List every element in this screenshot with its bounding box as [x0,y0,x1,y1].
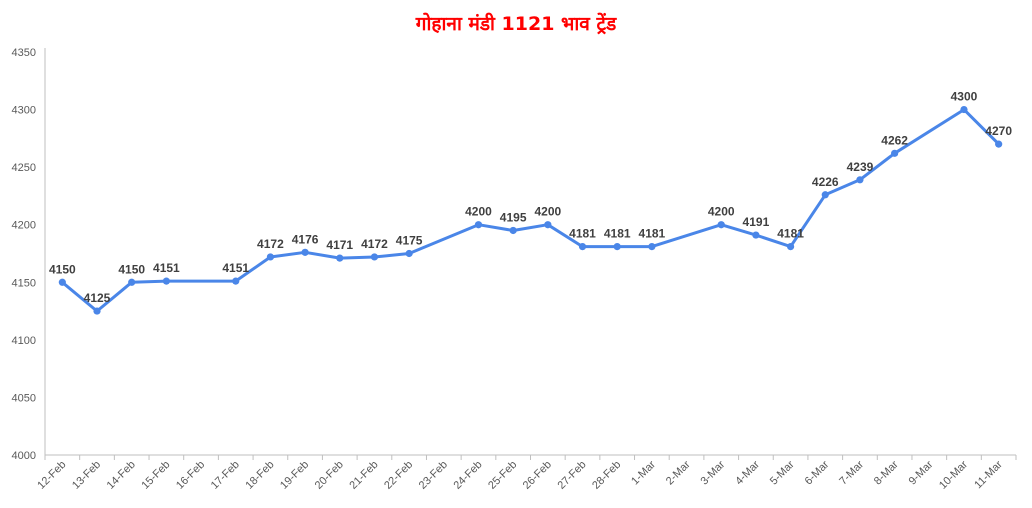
data-label: 4151 [222,261,249,275]
data-point [162,277,170,285]
data-point [405,249,413,258]
data-label: 4150 [118,262,145,276]
x-tick-label: 3-Mar [699,458,728,487]
x-tick-label: 27-Feb [556,459,589,492]
data-point [93,307,101,315]
data-label: 4176 [292,232,319,246]
data-label: 4270 [985,124,1012,138]
data-point [578,242,587,251]
data-point [58,278,66,286]
data-label: 4175 [396,234,423,248]
x-tick-label: 1-Mar [629,458,658,487]
x-tick-label: 13-Feb [70,459,103,492]
x-tick-label: 23-Feb [417,459,450,492]
data-label: 4151 [153,261,180,275]
x-tick-label: 17-Feb [209,459,242,492]
data-label: 4171 [326,238,353,252]
data-point [752,231,760,239]
x-tick-label: 2-Mar [664,458,693,487]
data-label: 4200 [708,205,735,219]
data-label: 4181 [569,227,596,241]
x-tick-label: 7-Mar [837,458,866,487]
data-point [821,191,829,199]
data-point [232,277,240,285]
data-point [856,176,864,184]
x-tick-label: 20-Feb [313,459,346,492]
data-label: 4226 [812,175,839,189]
data-point [544,221,552,229]
series-line [60,108,1001,313]
x-tick-label: 18-Feb [243,459,276,492]
data-label: 4172 [257,237,284,251]
x-tick-label: 8-Mar [872,458,901,487]
data-point [995,140,1003,148]
x-tick-label: 10-Mar [937,458,970,491]
data-label: 4200 [534,205,561,219]
x-tick-label: 6-Mar [803,458,832,487]
x-tick-label: 16-Feb [174,459,207,492]
data-point [613,242,621,251]
data-point [266,253,275,261]
x-tick-label: 19-Feb [278,459,311,492]
data-point [786,242,795,251]
data-point [717,221,725,229]
data-point [301,248,309,256]
y-tick-label: 4000 [12,450,36,462]
chart-title: गोहाना मंडी 1121 भाव ट्रेंड [415,13,617,35]
x-tick-label: 14-Feb [105,459,138,492]
y-tick-label: 4300 [12,105,36,117]
data-label: 4172 [361,237,388,251]
x-tick-label: 26-Feb [521,459,554,492]
data-point [960,105,968,114]
data-label: 4200 [465,205,492,219]
y-tick-label: 4350 [12,47,36,59]
data-label: 4125 [84,291,111,305]
y-tick-label: 4050 [12,392,36,404]
data-label: 4300 [951,90,978,104]
data-label: 4195 [500,210,527,224]
data-label: 4181 [604,227,631,241]
data-point [509,226,517,235]
x-tick-label: 11-Mar [972,458,1005,491]
data-label: 4262 [881,133,908,147]
data-label: 4181 [777,227,804,241]
data-point [474,221,483,229]
x-tick-label: 5-Mar [768,458,797,487]
y-tick-label: 4200 [12,220,36,232]
x-tick-label: 4-Mar [733,458,762,487]
x-tick-label: 21-Feb [347,459,380,492]
y-tick-label: 4250 [12,162,36,174]
data-point [648,242,656,251]
y-tick-label: 4150 [12,277,36,289]
y-tick-label: 4100 [12,335,36,347]
x-tick-label: 22-Feb [382,459,415,492]
data-label: 4239 [847,160,874,174]
data-point [336,254,344,262]
data-point [370,253,379,261]
data-point [891,149,899,157]
x-tick-label: 28-Feb [590,459,623,492]
x-tick-label: 24-Feb [451,459,484,492]
data-point [128,278,136,286]
x-tick-label: 25-Feb [486,459,519,492]
data-label: 4150 [49,262,76,276]
x-tick-label: 12-Feb [35,459,68,492]
data-label: 4191 [743,215,770,229]
x-tick-label: 15-Feb [139,459,172,492]
x-tick-label: 9-Mar [907,458,936,487]
data-label: 4181 [639,227,666,241]
